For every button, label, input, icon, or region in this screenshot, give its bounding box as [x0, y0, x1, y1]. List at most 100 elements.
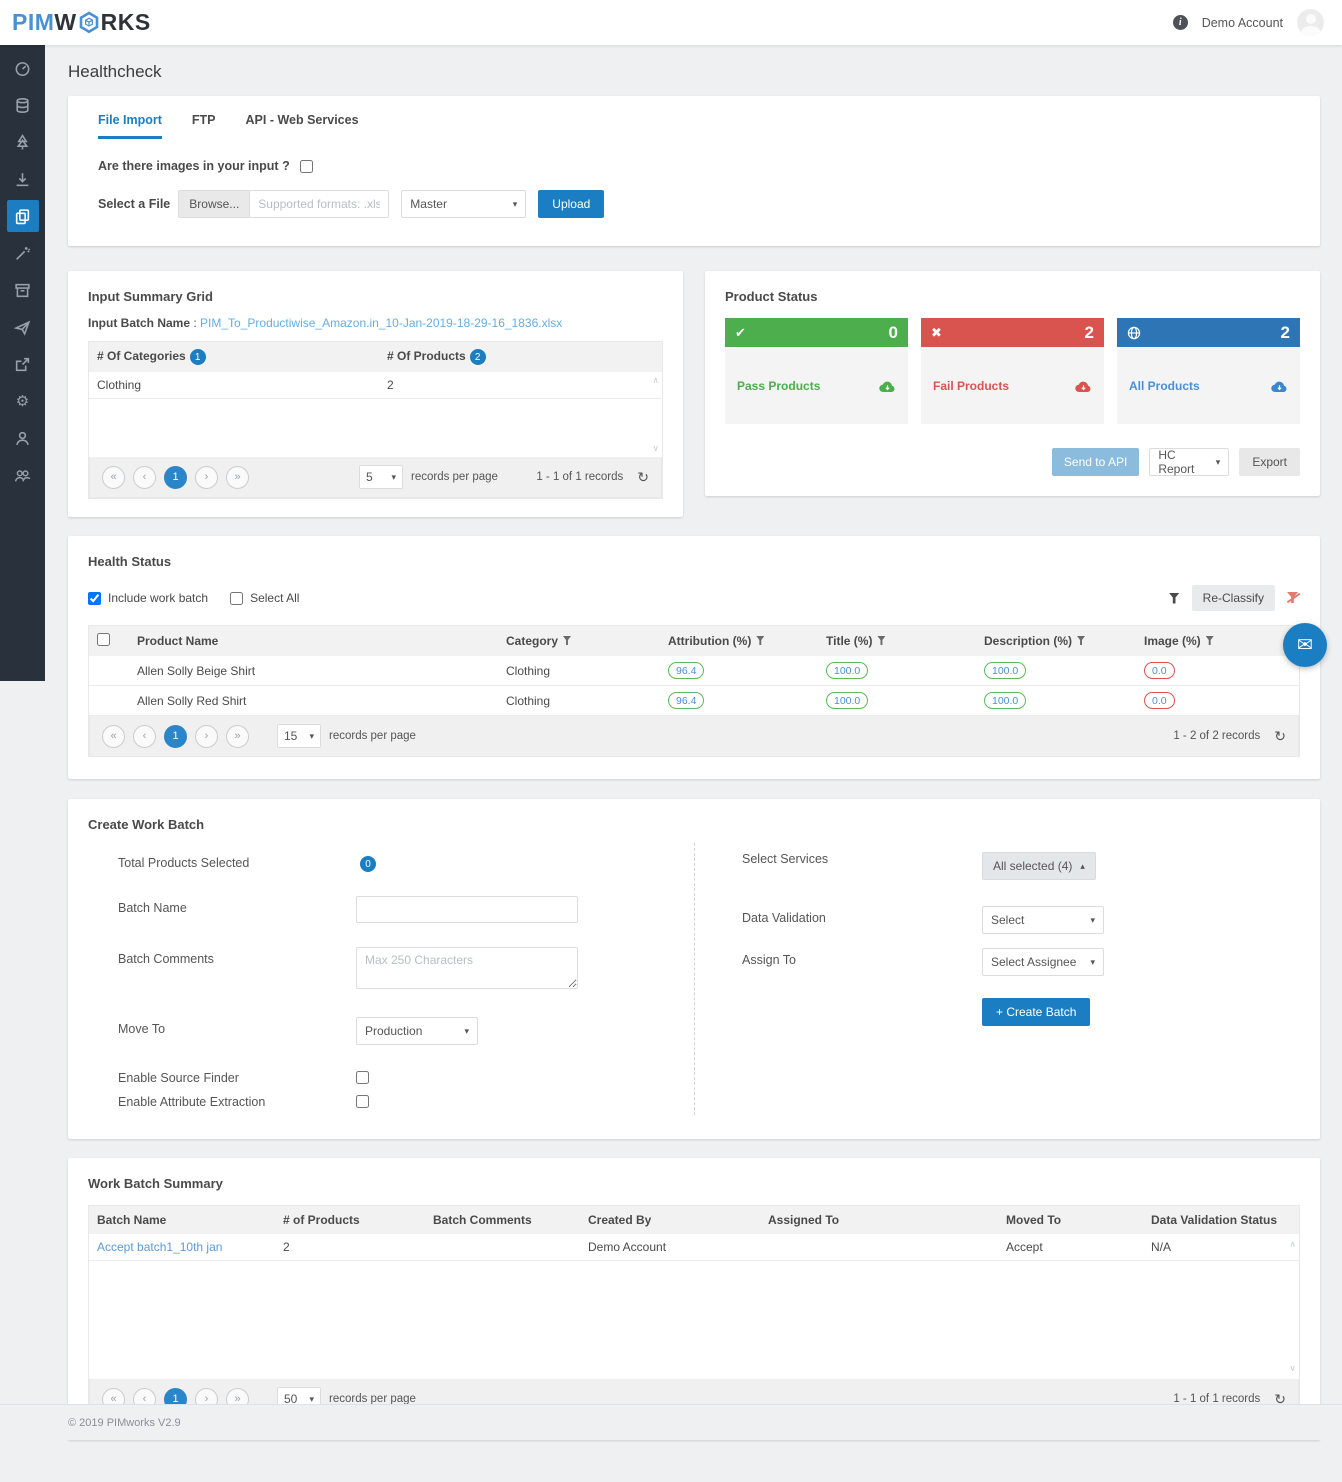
sidebar-item-enrichment[interactable] — [7, 237, 39, 269]
input-batch-file-link[interactable]: PIM_To_Productiwise_Amazon.in_10-Jan-201… — [200, 316, 563, 330]
per-page-value: 5 — [366, 470, 373, 484]
include-work-batch-checkbox[interactable] — [88, 591, 101, 605]
all-products-box[interactable]: 2 All Products — [1117, 318, 1300, 424]
comments-cell — [425, 1234, 580, 1261]
pagination-page-button[interactable]: 1 — [164, 465, 187, 489]
pagination-first-button[interactable]: « — [102, 724, 125, 748]
upload-button[interactable]: Upload — [538, 190, 605, 218]
sidebar-item-teams[interactable] — [7, 459, 39, 491]
description-pill: 100.0 — [984, 662, 1027, 679]
filter-icon[interactable] — [563, 636, 572, 645]
input-batch-name-label: Input Batch Name — [88, 316, 191, 330]
sidebar-item-healthcheck[interactable] — [6, 200, 39, 232]
batch-name-input[interactable] — [356, 896, 578, 923]
reclassify-button[interactable]: Re-Classify — [1191, 585, 1275, 611]
table-row[interactable]: Allen Solly Red Shirt Clothing 96.4 100.… — [89, 685, 1299, 716]
pagination-next-button[interactable]: › — [195, 724, 218, 748]
batch-name-link[interactable]: Accept batch1_10th jan — [97, 1240, 223, 1254]
filter-icon[interactable] — [1168, 592, 1180, 604]
pagination-next-button[interactable]: › — [195, 465, 218, 489]
tab-api-web-services[interactable]: API - Web Services — [245, 113, 359, 127]
move-to-select[interactable]: Production ▾ — [356, 1017, 478, 1045]
export-button[interactable]: Export — [1239, 448, 1300, 476]
per-page-select[interactable]: 5 ▾ — [359, 465, 403, 489]
pagination-first-button[interactable]: « — [102, 465, 125, 489]
send-to-api-button[interactable]: Send to API — [1051, 448, 1140, 476]
download-cloud-icon[interactable] — [879, 379, 896, 393]
external-link-icon — [15, 357, 30, 371]
refresh-icon[interactable]: ↻ — [1274, 727, 1286, 744]
scroll-down-icon[interactable]: ∨ — [652, 443, 659, 453]
file-name-input[interactable] — [250, 191, 389, 217]
refresh-icon[interactable]: ↻ — [1274, 1390, 1286, 1407]
pagination-prev-button[interactable]: ‹ — [133, 724, 156, 748]
sidebar-item-catalog[interactable] — [7, 89, 39, 121]
per-page-value: 50 — [284, 1392, 298, 1406]
sidebar-item-profile[interactable] — [7, 422, 39, 454]
contact-widget-button[interactable]: ✉ — [1283, 623, 1327, 667]
attr-extraction-label: Enable Attribute Extraction — [118, 1095, 266, 1109]
file-type-select[interactable]: Master ▾ — [401, 190, 527, 218]
refresh-icon[interactable]: ↻ — [637, 468, 649, 485]
select-all-checkbox[interactable] — [230, 591, 244, 605]
table-row[interactable]: Clothing 2 — [89, 372, 662, 399]
account-name[interactable]: Demo Account — [1201, 15, 1283, 30]
work-batch-summary-title: Work Batch Summary — [88, 1176, 223, 1191]
sidebar-item-settings[interactable]: ⚙ — [7, 385, 39, 417]
download-cloud-icon[interactable] — [1075, 379, 1092, 393]
info-icon[interactable]: i — [1172, 15, 1188, 30]
clear-filter-icon[interactable] — [1287, 592, 1300, 604]
assign-to-select[interactable]: Select Assignee ▾ — [982, 948, 1104, 976]
sidebar-item-publish[interactable] — [7, 311, 39, 343]
product-status-title: Product Status — [725, 289, 818, 304]
select-all-rows-checkbox[interactable] — [97, 633, 110, 646]
per-page-select[interactable]: 15 ▾ — [277, 724, 321, 748]
scroll-down-icon[interactable]: ∨ — [1289, 1363, 1296, 1373]
footer: © 2019 PIMworks V2.9 — [0, 1404, 1342, 1440]
include-work-batch-option[interactable]: Include work batch — [88, 591, 208, 605]
images-in-input-checkbox[interactable] — [299, 159, 313, 173]
attribution-pill: 96.4 — [668, 692, 705, 709]
scroll-up-icon[interactable]: ∧ — [652, 375, 659, 385]
select-all-option[interactable]: Select All — [230, 591, 299, 605]
app-logo[interactable]: PIM W RKS — [12, 9, 151, 36]
chevron-down-icon: ▾ — [1215, 456, 1221, 467]
avatar[interactable] — [1297, 9, 1324, 36]
filter-icon[interactable] — [1205, 636, 1214, 645]
scroll-up-icon[interactable]: ∧ — [1289, 1239, 1296, 1249]
assign-to-value: Select Assignee — [991, 955, 1077, 969]
pagination-last-button[interactable]: » — [226, 465, 249, 489]
col-product-name: Product Name — [137, 634, 219, 648]
attr-extraction-checkbox[interactable] — [356, 1095, 369, 1108]
filter-icon[interactable] — [877, 636, 886, 645]
filter-icon[interactable] — [1077, 636, 1086, 645]
users-icon — [14, 469, 31, 482]
create-batch-button[interactable]: + Create Batch — [982, 998, 1091, 1026]
batch-comments-textarea[interactable] — [356, 947, 578, 989]
created-by-cell: Demo Account — [580, 1234, 760, 1261]
sidebar-item-import[interactable] — [7, 163, 39, 195]
data-validation-select[interactable]: Select ▾ — [982, 906, 1104, 934]
sidebar-item-export[interactable] — [7, 348, 39, 380]
tab-ftp[interactable]: FTP — [191, 113, 216, 127]
download-cloud-icon[interactable] — [1271, 379, 1288, 393]
table-row[interactable]: Accept batch1_10th jan 2 Demo Account Ac… — [89, 1234, 1299, 1261]
report-select[interactable]: HC Report ▾ — [1149, 448, 1230, 476]
tab-file-import[interactable]: File Import — [98, 113, 162, 139]
assign-to-label: Assign To — [742, 953, 796, 967]
table-row[interactable]: Allen Solly Beige Shirt Clothing 96.4 10… — [89, 656, 1299, 686]
select-services-dropdown[interactable]: All selected (4) ▴ — [982, 852, 1096, 880]
pagination-page-button[interactable]: 1 — [164, 724, 187, 748]
filter-icon[interactable] — [756, 636, 765, 645]
sidebar-item-dashboard[interactable] — [7, 52, 39, 84]
col-num-products: # of Products — [283, 1213, 360, 1227]
fail-products-box[interactable]: ✖ 2 Fail Products — [921, 318, 1104, 424]
pagination-last-button[interactable]: » — [226, 724, 249, 748]
pagination-prev-button[interactable]: ‹ — [133, 465, 156, 489]
pass-products-box[interactable]: ✔ 0 Pass Products — [725, 318, 908, 424]
image-pill: 0.0 — [1144, 662, 1175, 679]
source-finder-checkbox[interactable] — [356, 1071, 369, 1084]
browse-button[interactable]: Browse... — [179, 191, 251, 217]
sidebar-item-products[interactable] — [7, 274, 39, 306]
sidebar-item-taxonomy[interactable] — [7, 126, 39, 158]
